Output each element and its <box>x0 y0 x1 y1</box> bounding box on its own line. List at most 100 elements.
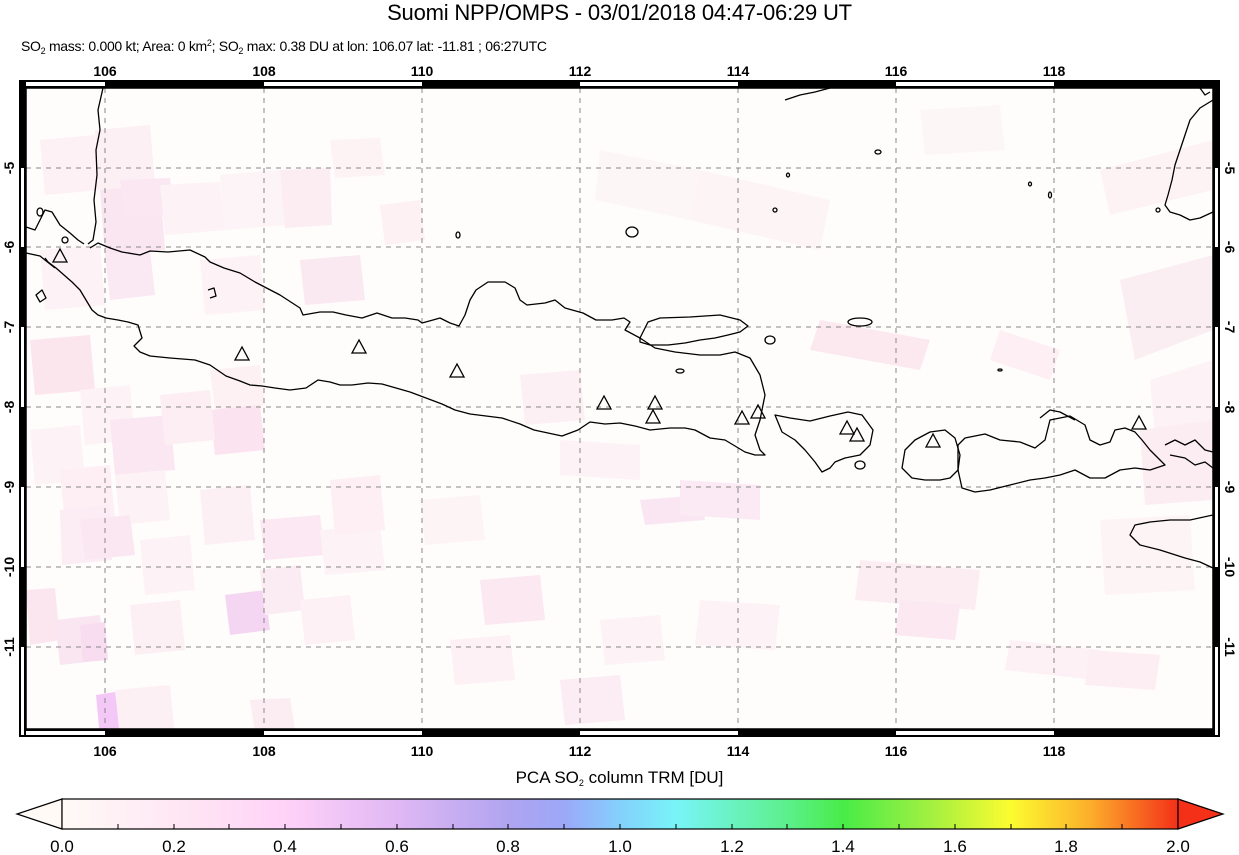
subscript: 2 <box>578 778 584 788</box>
colorbar-title-suffix: column TRM [DU] <box>583 768 724 787</box>
colorbar-tick-label: 2.0 <box>1166 837 1190 855</box>
x-tick-label: 110 <box>411 743 434 759</box>
coast-kalimantan-2 <box>1199 88 1211 96</box>
coast-kalimantan-1 <box>784 88 831 101</box>
coastlines <box>26 88 1213 569</box>
graticule <box>26 88 1213 729</box>
coast-sumatra <box>87 88 104 245</box>
x-tick-label: 112 <box>569 743 592 759</box>
map-title: Suomi NPP/OMPS - 03/01/2018 04:47-06:29 … <box>387 0 852 25</box>
colorbar-tick-label: 1.6 <box>943 837 967 855</box>
x-axis-top: 106 108 110 112 114 116 118 <box>93 63 1065 79</box>
y-tick-label: -10 <box>1222 557 1238 577</box>
triangle-icon <box>733 409 751 425</box>
colorbar-tick-label: 0.6 <box>385 837 409 855</box>
subscript: 2 <box>40 46 46 56</box>
island-bawean <box>625 226 639 238</box>
island-thousand <box>35 289 47 303</box>
triangle-icon <box>644 408 662 424</box>
y-tick-label: -5 <box>1222 162 1238 175</box>
y-tick-label: -11 <box>1222 637 1238 657</box>
colorbar-tick-label: 1.2 <box>720 837 744 855</box>
colorbar-tick-label: 0.2 <box>162 837 186 855</box>
volcano-markers <box>51 247 1148 448</box>
so2-max-text: max: 0.38 DU at lon: 106.07 lat: -11.81 … <box>243 38 547 54</box>
y-tick-label: -8 <box>1222 401 1238 414</box>
island-small-4 <box>1047 191 1053 199</box>
island-small-1 <box>772 207 778 213</box>
so2-max-prefix: ; SO <box>211 38 239 54</box>
x-tick-label: 114 <box>727 743 750 759</box>
x-tick-label: 118 <box>1043 743 1066 759</box>
superscript: 2 <box>206 38 212 48</box>
colorbar-title: PCA SO2 column TRM [DU] <box>0 767 1239 794</box>
coast-sulawesi <box>1164 99 1213 221</box>
triangle-icon <box>1130 414 1148 430</box>
x-tick-label: 110 <box>411 63 434 79</box>
coast-bali <box>774 411 874 473</box>
triangle-icon <box>848 426 866 442</box>
island-small-9 <box>1155 207 1161 213</box>
x-tick-label: 106 <box>93 743 117 759</box>
y-tick-label: -6 <box>1 241 17 254</box>
colorbar-title-prefix: PCA SO <box>515 768 579 787</box>
frame-right <box>1213 80 1220 737</box>
island-small-3 <box>1027 181 1033 187</box>
island-masalembu <box>874 149 882 155</box>
y-tick-label: -5 <box>1 162 17 175</box>
triangle-icon <box>448 362 466 378</box>
colorbar-tick-label: 0.0 <box>50 837 74 855</box>
island-small-8 <box>675 368 685 374</box>
x-tick-label: 116 <box>885 743 908 759</box>
triangle-icon <box>838 419 856 435</box>
mass-area-text: mass: 0.000 kt; Area: 0 km <box>45 38 207 54</box>
triangle-icon <box>595 394 613 410</box>
coast-java-north-detail <box>26 252 56 269</box>
island-small-7 <box>997 368 1003 372</box>
island-karimunjawa <box>455 231 461 239</box>
colorbar: 0.0 0.2 0.4 0.6 0.8 1.0 1.2 1.4 1.6 1.8 … <box>15 798 1225 855</box>
coast-sumbawa <box>957 415 1166 493</box>
triangle-icon <box>350 338 368 354</box>
colorbar-min-arrow <box>15 798 63 830</box>
frame-top <box>19 80 1220 88</box>
x-tick-label: 116 <box>885 63 908 79</box>
x-tick-label: 108 <box>252 743 276 759</box>
triangle-icon <box>646 394 664 410</box>
coast-sumbawa-north <box>1039 409 1076 421</box>
triangle-icon <box>749 403 767 419</box>
coast-madura <box>639 314 749 346</box>
triangle-icon <box>924 432 942 448</box>
colorbar-tick-label: 1.8 <box>1054 837 1078 855</box>
island-kangean <box>847 317 873 327</box>
colorbar-tick-label: 0.4 <box>273 837 297 855</box>
y-axis-left: -5 -6 -7 -8 -9 -10 -11 <box>1 162 17 657</box>
x-tick-label: 114 <box>727 63 750 79</box>
island-nusa-penida <box>854 460 866 470</box>
colorbar-tick-label: 1.0 <box>608 837 632 855</box>
y-tick-label: -7 <box>1 321 17 334</box>
coast-flores-islands <box>1164 439 1213 469</box>
y-tick-label: -7 <box>1222 321 1238 334</box>
x-tick-label: 112 <box>569 63 592 79</box>
coast-sumatra-south <box>26 209 85 245</box>
colorbar-tick-label: 1.4 <box>831 837 855 855</box>
coast-lombok <box>901 429 961 481</box>
colorbar-tick-label: 0.8 <box>496 837 520 855</box>
coast-java <box>44 242 766 456</box>
y-tick-label: -6 <box>1222 241 1238 254</box>
island-small-6 <box>61 236 69 244</box>
triangle-icon <box>233 345 251 361</box>
island-small-5 <box>36 207 44 217</box>
coast-sumba <box>1129 514 1213 569</box>
frame-left <box>19 80 26 737</box>
x-axis-bottom: 106 108 110 112 114 116 118 <box>93 743 1065 759</box>
so2-pixels <box>26 105 1213 729</box>
island-sapudi <box>764 335 776 345</box>
x-tick-label: 106 <box>93 63 117 79</box>
y-tick-label: -9 <box>1 481 17 494</box>
island-small-west <box>207 287 217 299</box>
y-tick-label: -11 <box>1 637 17 657</box>
so2-label: SO <box>21 38 41 54</box>
